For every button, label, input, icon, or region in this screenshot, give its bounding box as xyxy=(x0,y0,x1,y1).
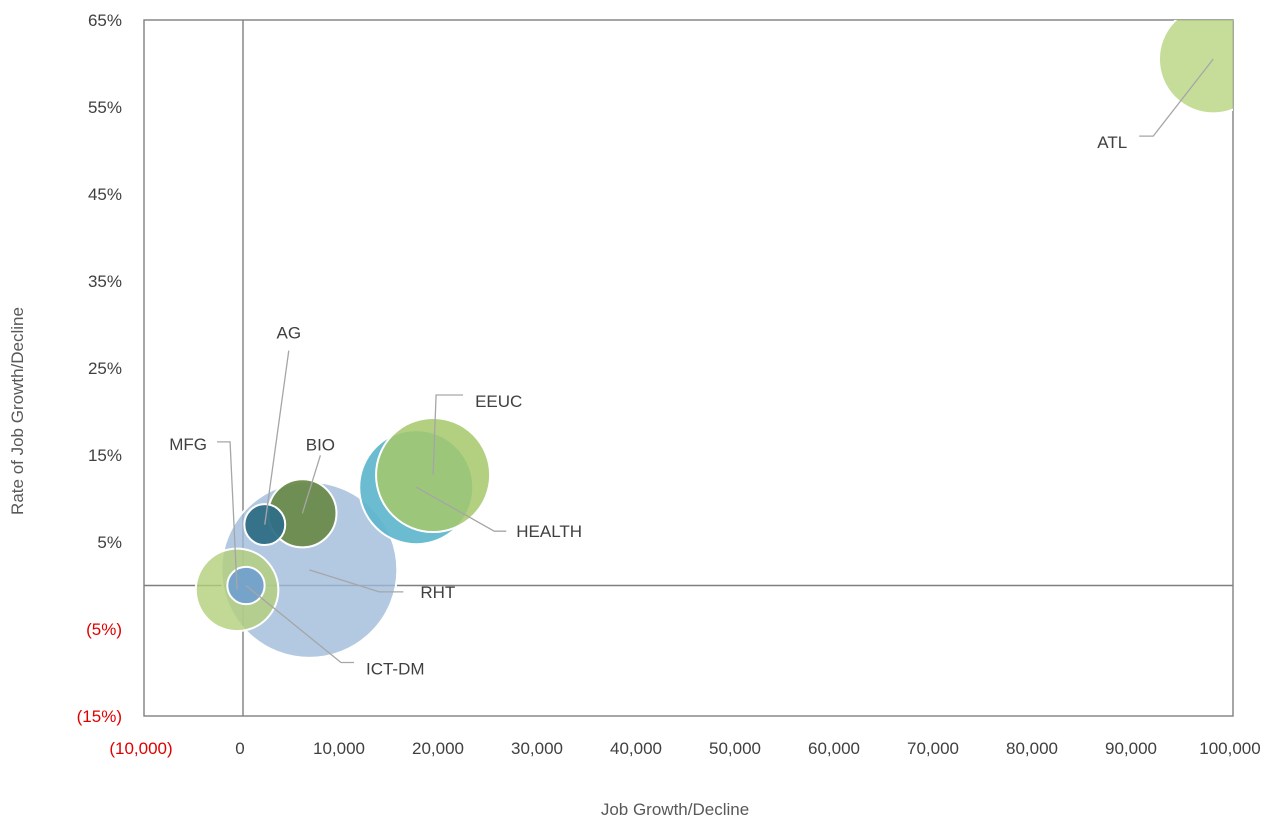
leader-line-eeuc xyxy=(432,394,464,476)
x-tick-label: 70,000 xyxy=(907,739,959,758)
bubble-label-bio: BIO xyxy=(306,435,335,454)
y-tick-label: 35% xyxy=(88,272,122,291)
x-tick-label: 30,000 xyxy=(511,739,563,758)
x-tick-label: 10,000 xyxy=(313,739,365,758)
y-tick-label: 55% xyxy=(88,98,122,117)
y-tick-label: (15%) xyxy=(77,707,122,726)
y-tick-label: 45% xyxy=(88,185,122,204)
bubble-label-eeuc: EEUC xyxy=(475,392,522,411)
bubble-label-ag: AG xyxy=(276,324,301,343)
y-tick-label: (5%) xyxy=(86,620,122,639)
leader-line-health xyxy=(415,486,507,532)
x-tick-label: 20,000 xyxy=(412,739,464,758)
x-tick-label: 60,000 xyxy=(808,739,860,758)
leader-line-bio xyxy=(301,455,322,514)
y-axis-title: Rate of Job Growth/Decline xyxy=(8,307,27,515)
leader-line-atl xyxy=(1139,58,1214,137)
leader-line-rht xyxy=(309,569,404,593)
bubble-label-ict-dm: ICT-DM xyxy=(366,660,425,679)
x-axis-title: Job Growth/Decline xyxy=(601,800,749,819)
bubble-label-atl: ATL xyxy=(1097,133,1127,152)
y-tick-label: 25% xyxy=(88,359,122,378)
leader-line-mfg xyxy=(217,441,238,590)
y-tick-label: 65% xyxy=(88,11,122,30)
x-tick-label: 80,000 xyxy=(1006,739,1058,758)
leader-line-ag xyxy=(264,350,290,525)
x-tick-label: 50,000 xyxy=(709,739,761,758)
bubble-label-rht: RHT xyxy=(420,583,455,602)
x-tick-label: 0 xyxy=(235,739,244,758)
bubble-label-mfg: MFG xyxy=(169,435,207,454)
bubble-atl xyxy=(1157,20,1233,115)
leader-line-ict-dm xyxy=(245,584,354,664)
x-tick-label: 100,000 xyxy=(1199,739,1260,758)
x-tick-label: 40,000 xyxy=(610,739,662,758)
y-tick-label: 5% xyxy=(97,533,122,552)
x-tick-label: (10,000) xyxy=(109,739,172,758)
y-tick-label: 15% xyxy=(88,446,122,465)
bubble-label-health: HEALTH xyxy=(516,522,582,541)
x-tick-label: 90,000 xyxy=(1105,739,1157,758)
